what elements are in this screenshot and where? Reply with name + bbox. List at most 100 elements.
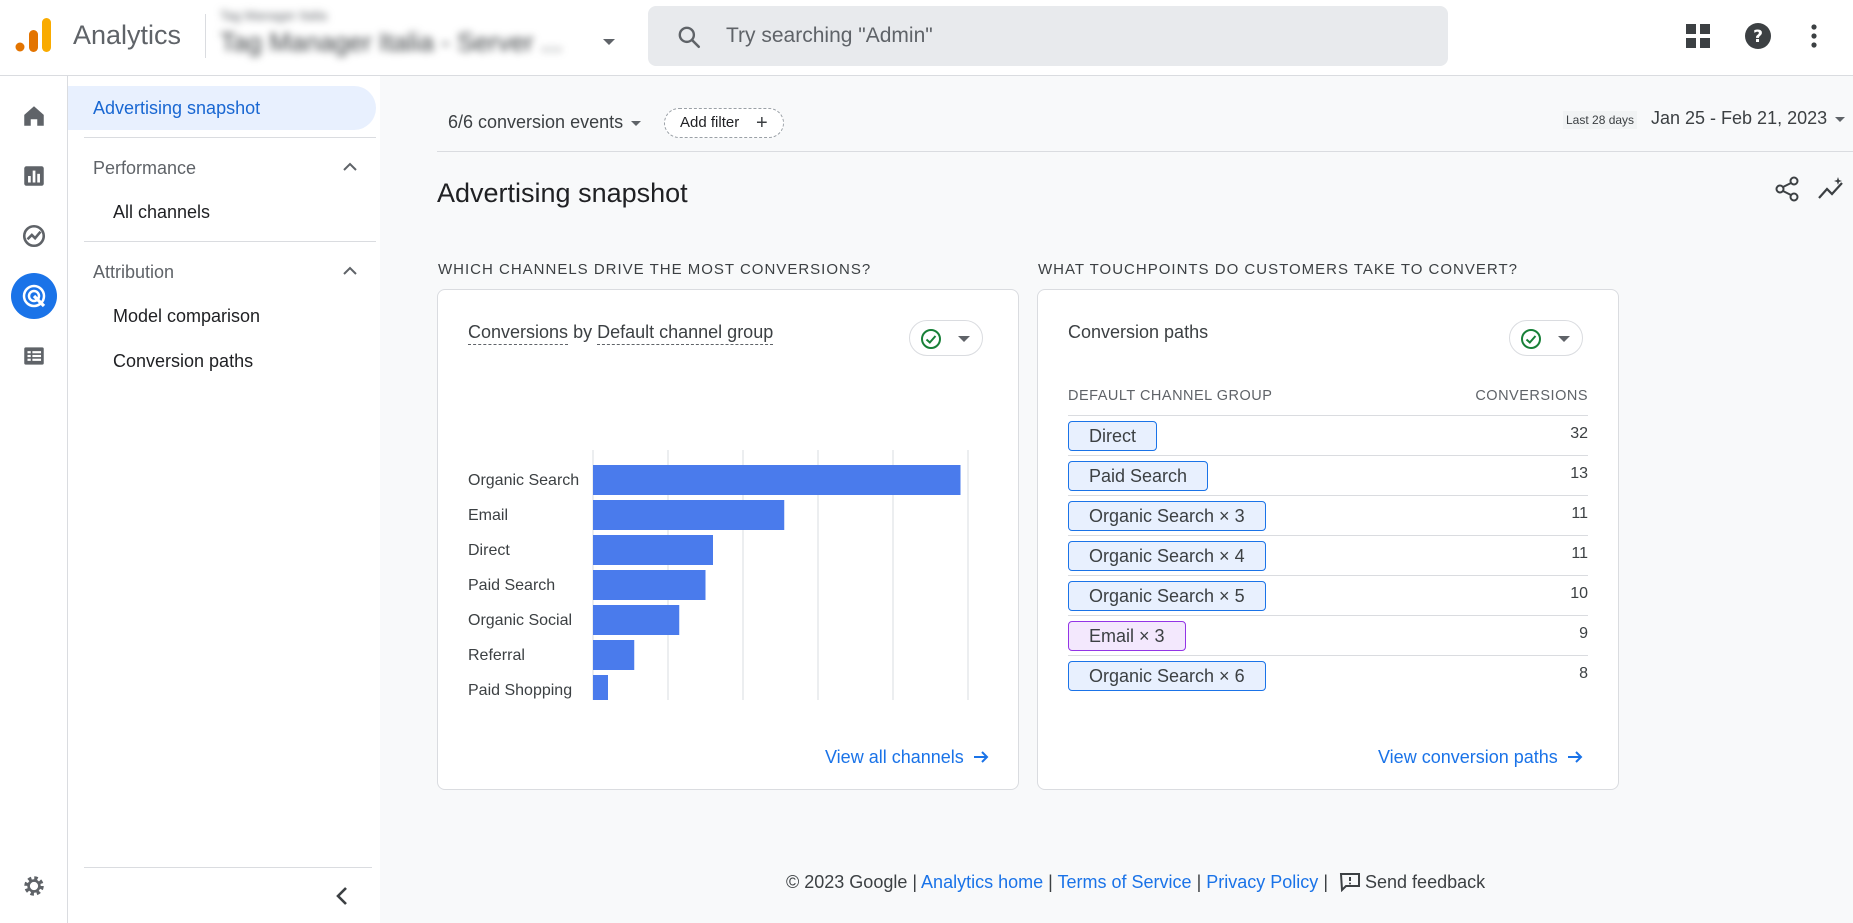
conversion-count: 9 bbox=[1579, 625, 1588, 642]
top-bar: Analytics Tag Manager Italia Tag Manager… bbox=[0, 0, 1853, 76]
footer-separator: | bbox=[1196, 872, 1202, 892]
metric-selector[interactable]: Conversions bbox=[468, 322, 569, 345]
card-status-dropdown[interactable] bbox=[1509, 320, 1583, 356]
view-conversion-paths-link[interactable]: View conversion paths bbox=[1378, 747, 1584, 768]
date-range-picker[interactable]: Jan 25 - Feb 21, 2023 bbox=[1651, 108, 1846, 129]
help-icon[interactable]: ? bbox=[1742, 20, 1774, 52]
nav-item-all-channels[interactable]: All channels bbox=[113, 202, 211, 222]
bar[interactable] bbox=[593, 465, 961, 495]
insights-icon[interactable] bbox=[1816, 174, 1846, 204]
path-chip: Paid Search bbox=[1068, 461, 1209, 491]
sub-navigation: Advertising snapshot Performance All cha… bbox=[68, 76, 380, 923]
title-by: by bbox=[573, 322, 593, 342]
category-label: Direct bbox=[468, 542, 510, 559]
explore-icon[interactable] bbox=[14, 216, 54, 256]
footer-copyright: © 2023 Google | bbox=[786, 872, 918, 892]
footer: © 2023 Google | Analytics home | Terms o… bbox=[786, 872, 1485, 893]
path-chip: Email × 3 bbox=[1068, 621, 1186, 651]
caret-down-icon bbox=[1835, 116, 1846, 122]
check-circle-icon bbox=[921, 329, 941, 349]
bar[interactable] bbox=[593, 500, 785, 530]
nav-section-attribution[interactable]: Attribution bbox=[93, 262, 175, 282]
bar[interactable] bbox=[593, 570, 706, 600]
path-chip: Organic Search × 6 bbox=[1068, 661, 1266, 691]
send-feedback-label: Send feedback bbox=[1365, 872, 1486, 892]
chevron-left-icon[interactable] bbox=[332, 884, 352, 908]
category-label: Paid Search bbox=[468, 577, 555, 594]
property-name: Tag Manager Italia - Server ... bbox=[220, 27, 563, 57]
table-row[interactable]: Email × 3 9 bbox=[1068, 615, 1588, 655]
channels-card-title: Conversions by Default channel group bbox=[468, 322, 774, 345]
table-row[interactable]: Organic Search × 3 11 bbox=[1068, 495, 1588, 535]
search-input[interactable] bbox=[726, 20, 1406, 52]
conversion-count: 13 bbox=[1570, 465, 1588, 482]
property-selector[interactable]: Tag Manager Italia Tag Manager Italia - … bbox=[220, 8, 600, 68]
category-label: Referral bbox=[468, 647, 525, 664]
path-chip: Direct bbox=[1068, 421, 1158, 451]
footer-separator: | bbox=[1048, 872, 1053, 892]
section-heading-touchpoints: WHAT TOUCHPOINTS DO CUSTOMERS TAKE TO CO… bbox=[1038, 261, 1518, 278]
conversion-events-label: 6/6 conversion events bbox=[448, 112, 624, 132]
bar[interactable] bbox=[593, 535, 713, 565]
conversion-count: 32 bbox=[1570, 425, 1588, 442]
chevron-up-icon[interactable] bbox=[342, 266, 358, 276]
view-conversion-paths-label: View conversion paths bbox=[1378, 747, 1558, 767]
add-filter-button[interactable]: Add filter + bbox=[664, 108, 784, 138]
chevron-up-icon[interactable] bbox=[342, 162, 358, 172]
more-vert-icon[interactable] bbox=[1798, 20, 1830, 52]
nav-item-model-comparison[interactable]: Model comparison bbox=[113, 306, 261, 326]
conversion-events-dropdown[interactable]: 6/6 conversion events bbox=[448, 112, 642, 133]
advertising-icon[interactable] bbox=[11, 273, 57, 319]
check-circle-icon bbox=[1521, 329, 1541, 349]
caret-down-icon bbox=[1558, 336, 1570, 342]
table-row[interactable]: Direct 32 bbox=[1068, 415, 1588, 455]
send-feedback-button[interactable]: Send feedback bbox=[1333, 872, 1485, 892]
view-all-channels-link[interactable]: View all channels bbox=[825, 747, 990, 768]
caret-down-icon bbox=[958, 336, 970, 342]
bar[interactable] bbox=[593, 640, 635, 670]
table-row[interactable]: Organic Search × 6 8 bbox=[1068, 655, 1588, 695]
arrow-right-icon bbox=[1567, 751, 1583, 763]
search-icon bbox=[678, 26, 701, 49]
nav-advertising-snapshot-label: Advertising snapshot bbox=[93, 98, 261, 118]
configure-icon[interactable] bbox=[14, 336, 54, 376]
nav-item-conversion-paths[interactable]: Conversion paths bbox=[113, 351, 254, 371]
search-bar[interactable] bbox=[648, 6, 1448, 66]
footer-privacy-link[interactable]: Privacy Policy bbox=[1206, 872, 1319, 892]
dimension-selector[interactable]: Default channel group bbox=[597, 322, 774, 345]
bar[interactable] bbox=[593, 605, 680, 635]
add-filter-label: Add filter bbox=[680, 114, 740, 131]
view-all-channels-label: View all channels bbox=[825, 747, 964, 767]
nav-divider bbox=[84, 241, 376, 242]
conversion-count: 11 bbox=[1571, 545, 1588, 562]
app-title: Analytics bbox=[73, 20, 182, 50]
svg-text:?: ? bbox=[1753, 27, 1763, 47]
analytics-logo-icon[interactable] bbox=[14, 16, 52, 54]
table-row[interactable]: Paid Search 13 bbox=[1068, 455, 1588, 495]
section-heading-channels: WHICH CHANNELS DRIVE THE MOST CONVERSION… bbox=[438, 261, 872, 278]
footer-terms-link[interactable]: Terms of Service bbox=[1057, 872, 1192, 892]
home-icon[interactable] bbox=[14, 96, 54, 136]
column-header-channel-group: DEFAULT CHANNEL GROUP bbox=[1068, 388, 1273, 404]
card-status-dropdown[interactable] bbox=[909, 320, 983, 356]
nav-advertising-snapshot[interactable]: Advertising snapshot bbox=[68, 86, 376, 130]
conversion-paths-card: Conversion paths DEFAULT CHANNEL GROUP C… bbox=[1037, 289, 1619, 790]
conversion-count: 11 bbox=[1571, 505, 1588, 522]
reports-icon[interactable] bbox=[14, 156, 54, 196]
property-dropdown-icon[interactable] bbox=[603, 39, 615, 45]
conversion-count: 8 bbox=[1579, 665, 1588, 682]
admin-settings-icon[interactable] bbox=[14, 866, 54, 906]
share-icon[interactable] bbox=[1772, 174, 1802, 204]
bar[interactable] bbox=[593, 675, 608, 700]
left-rail bbox=[0, 76, 68, 923]
nav-section-performance[interactable]: Performance bbox=[93, 158, 197, 178]
table-row[interactable]: Organic Search × 4 11 bbox=[1068, 535, 1588, 575]
table-row[interactable]: Organic Search × 5 10 bbox=[1068, 575, 1588, 615]
apps-grid-icon[interactable] bbox=[1682, 20, 1714, 52]
footer-analytics-home-link[interactable]: Analytics home bbox=[921, 872, 1044, 892]
channels-card: Conversions by Default channel group 020… bbox=[437, 289, 1019, 790]
path-chip: Organic Search × 5 bbox=[1068, 581, 1266, 611]
caret-down-icon bbox=[631, 120, 642, 126]
date-range-label: Jan 25 - Feb 21, 2023 bbox=[1651, 108, 1828, 128]
page-title: Advertising snapshot bbox=[437, 178, 688, 208]
